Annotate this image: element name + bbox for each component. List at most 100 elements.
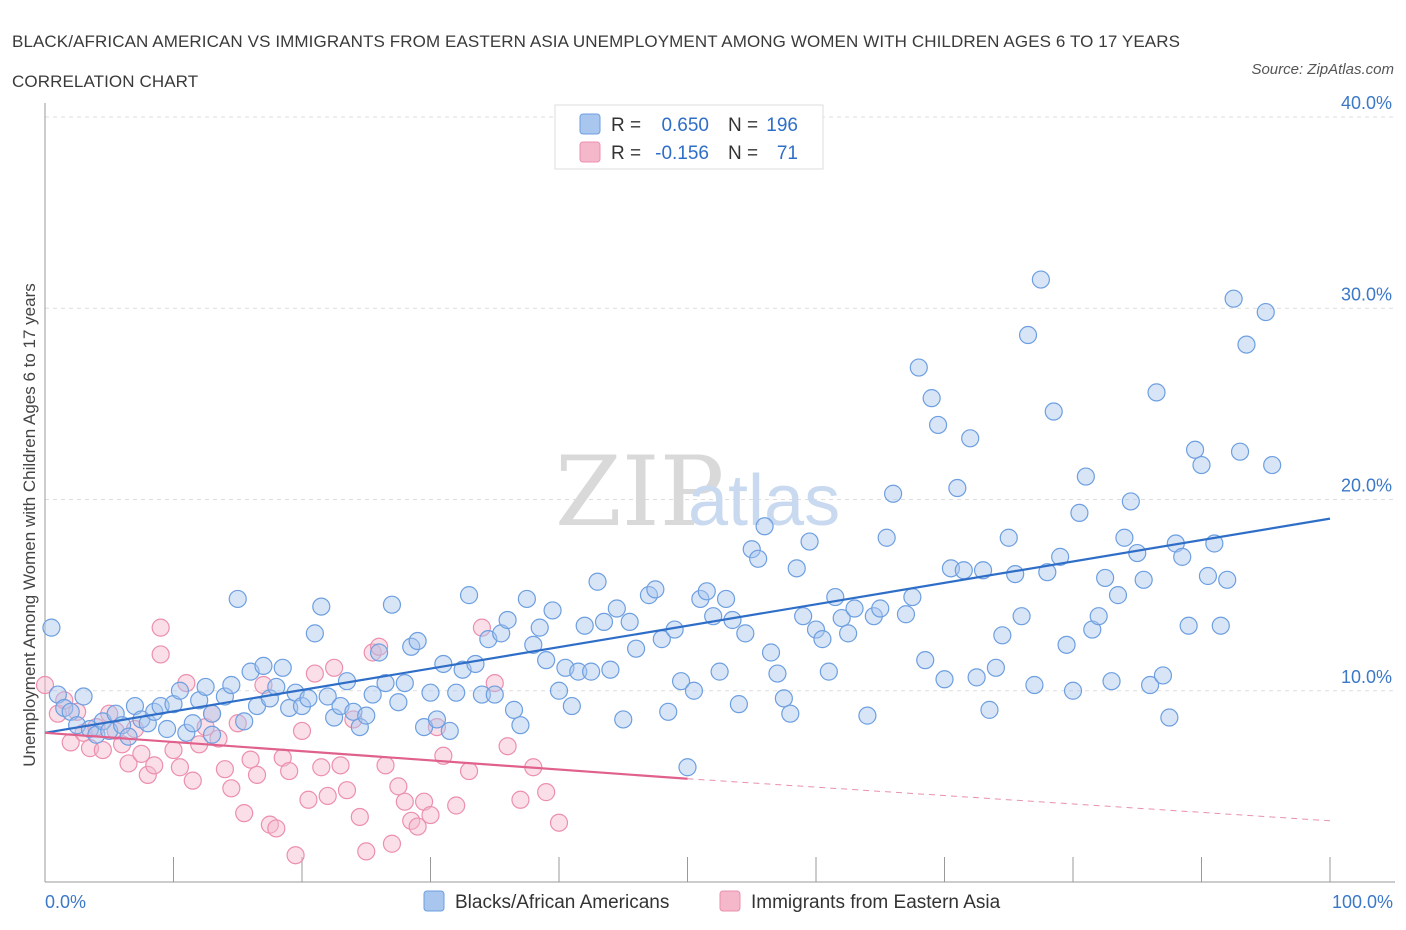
- data-point-pink: [511, 790, 530, 809]
- data-point-blue: [948, 478, 967, 498]
- data-point-blue: [350, 717, 369, 737]
- data-point-pink: [312, 758, 331, 777]
- data-point-blue: [408, 631, 427, 651]
- data-point-pink: [472, 618, 491, 637]
- data-point-blue: [1140, 675, 1160, 695]
- data-point-blue: [370, 643, 389, 662]
- data-point-blue: [517, 589, 536, 609]
- data-point-blue: [800, 532, 819, 551]
- legend-label-eastern-asia: Immigrants from Eastern Asia: [751, 892, 1001, 913]
- data-point-blue: [928, 415, 948, 435]
- data-point-blue: [883, 484, 903, 503]
- data-point-blue: [839, 624, 858, 643]
- data-point-blue: [909, 358, 928, 377]
- data-point-blue: [1031, 270, 1050, 289]
- data-point-blue: [382, 595, 402, 614]
- data-point-blue: [1185, 440, 1205, 459]
- legend-r-label: R =: [611, 143, 641, 164]
- data-point-blue: [1051, 547, 1070, 566]
- data-point-blue: [755, 517, 774, 536]
- data-point-blue: [1057, 635, 1076, 654]
- data-point-blue: [524, 635, 543, 654]
- data-point-blue: [447, 683, 466, 702]
- data-point-pink: [382, 834, 402, 853]
- legend-r-value-blue: 0.650: [661, 115, 709, 136]
- data-point-blue: [511, 716, 530, 735]
- data-point-blue: [1128, 543, 1147, 563]
- data-point-blue: [562, 696, 581, 716]
- legend-swatch-blacks: [423, 890, 445, 912]
- data-point-blue: [183, 714, 202, 733]
- data-point-blue: [1237, 335, 1256, 354]
- data-point-blue: [986, 658, 1006, 677]
- data-point-pink: [228, 714, 247, 733]
- data-point-blue: [498, 610, 517, 630]
- data-point-pink: [183, 771, 202, 790]
- data-point-blue: [1038, 563, 1057, 582]
- data-point-blue: [357, 706, 376, 725]
- data-point-pink: [395, 792, 414, 811]
- data-point-blue: [614, 710, 633, 729]
- data-point-blue: [42, 618, 61, 637]
- data-point-pink: [537, 783, 556, 802]
- data-point-blue: [215, 687, 234, 706]
- data-point-blue: [202, 725, 222, 744]
- data-point-blue: [1012, 607, 1031, 626]
- data-point-blue: [781, 704, 800, 723]
- data-point-blue: [1070, 503, 1089, 522]
- data-point-pink: [325, 658, 344, 677]
- data-point-blue: [389, 693, 408, 712]
- data-point-blue: [845, 599, 864, 618]
- data-point-blue: [832, 608, 851, 628]
- data-point-pink: [299, 790, 318, 809]
- legend-n-label: N =: [728, 143, 758, 164]
- watermark-zip: ZIP: [555, 436, 724, 548]
- data-point-blue: [922, 389, 941, 408]
- data-point-pink: [247, 765, 267, 785]
- data-point-blue: [273, 658, 292, 677]
- y-axis-label: Unemployment Among Women with Children A…: [20, 283, 39, 767]
- x-tick-label: 0.0%: [45, 892, 86, 912]
- data-point-blue: [903, 587, 922, 607]
- data-point-blue: [858, 706, 877, 725]
- data-point-pink: [93, 740, 112, 760]
- data-point-blue: [1025, 675, 1044, 695]
- trend-line-blue: [44, 517, 1331, 734]
- data-point-blue: [459, 586, 479, 605]
- data-point-blue: [543, 601, 562, 620]
- data-point-blue: [1192, 455, 1211, 475]
- data-point-blue: [935, 670, 954, 689]
- data-point-blue: [877, 528, 896, 547]
- data-point-pink: [132, 744, 151, 763]
- data-point-pink: [498, 737, 517, 756]
- data-point-blue: [228, 589, 247, 609]
- data-point-pink: [370, 637, 389, 656]
- data-point-blue: [312, 597, 331, 616]
- x-tick-label: 100.0%: [1332, 892, 1393, 912]
- trend-line-pink-extension: [687, 778, 1331, 822]
- data-point-blue: [1179, 616, 1198, 635]
- data-point-blue: [607, 599, 626, 618]
- data-point-blue: [1211, 616, 1230, 635]
- legend-r-label: R =: [611, 115, 641, 136]
- data-point-blue: [601, 660, 620, 679]
- data-point-pink: [235, 804, 254, 823]
- data-point-blue: [768, 664, 787, 683]
- legend-label-blacks: Blacks/African Americans: [455, 892, 669, 913]
- data-point-pink: [170, 758, 190, 777]
- data-point-blue: [678, 758, 697, 777]
- data-point-blue: [318, 687, 337, 706]
- data-point-blue: [427, 710, 447, 729]
- legend-n-value-blue: 196: [766, 115, 798, 136]
- data-point-blue: [299, 689, 318, 708]
- data-point-blue: [749, 549, 768, 568]
- data-point-blue: [1096, 568, 1115, 588]
- data-point-blue: [202, 704, 222, 723]
- data-point-blue: [1115, 528, 1134, 547]
- data-point-blue: [774, 689, 793, 708]
- data-point-pink: [222, 779, 241, 798]
- data-point-pink: [280, 761, 299, 781]
- data-point-blue: [504, 700, 524, 719]
- data-point-blue: [1018, 325, 1038, 345]
